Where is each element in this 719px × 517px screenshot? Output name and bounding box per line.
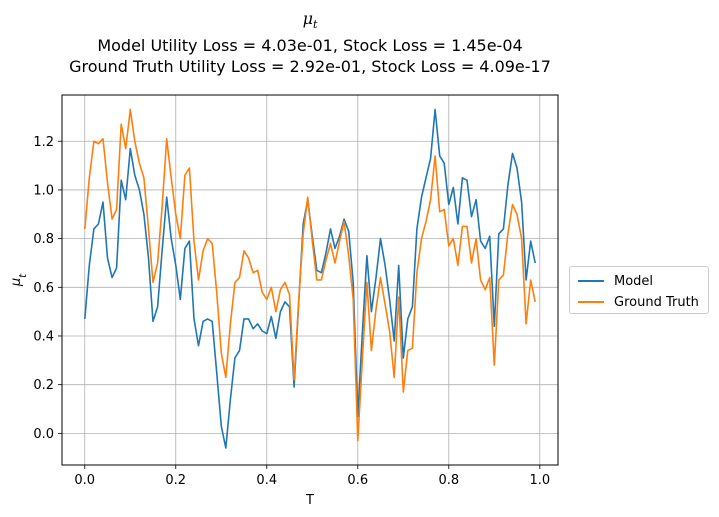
y-axis-label: μt bbox=[9, 273, 29, 287]
x-tick-label: 0.2 bbox=[165, 473, 186, 488]
legend-label-model: Model bbox=[614, 273, 654, 289]
y-tick-label: 1.2 bbox=[33, 135, 54, 150]
grid-lines bbox=[62, 95, 558, 465]
chart-title: μt Model Utility Loss = 4.03e-01, Stock … bbox=[0, 8, 620, 77]
legend-item-ground-truth: Ground Truth bbox=[578, 293, 699, 311]
legend-item-model: Model bbox=[578, 272, 653, 290]
title-ground-truth-loss: Ground Truth Utility Loss = 2.92e-01, St… bbox=[69, 57, 551, 77]
axis-ticks: 0.0 0.2 0.4 0.6 0.8 1.0 0.0 0.2 0.4 0.6 0.8 1.0 1.2 bbox=[33, 135, 550, 488]
y-tick-label: 0.2 bbox=[33, 378, 54, 393]
title-symbol: μt bbox=[302, 9, 318, 32]
legend-swatch-model bbox=[578, 280, 604, 282]
x-axis-label: T bbox=[305, 493, 314, 508]
y-tick-label: 0.6 bbox=[33, 281, 54, 296]
x-tick-label: 0.6 bbox=[347, 473, 368, 488]
y-tick-label: 0.0 bbox=[33, 427, 54, 442]
y-tick-label: 0.8 bbox=[33, 232, 54, 247]
legend: Model Ground Truth bbox=[569, 266, 709, 314]
y-tick-label: 0.4 bbox=[33, 329, 54, 344]
series-lines bbox=[84, 108, 536, 449]
x-tick-label: 1.0 bbox=[529, 473, 550, 488]
x-tick-label: 0.0 bbox=[74, 473, 95, 488]
x-tick-label: 0.4 bbox=[256, 473, 277, 488]
ground-truth-line bbox=[84, 108, 536, 442]
legend-label-ground-truth: Ground Truth bbox=[614, 294, 699, 310]
title-model-loss: Model Utility Loss = 4.03e-01, Stock Los… bbox=[97, 36, 523, 56]
legend-swatch-ground-truth bbox=[578, 301, 604, 303]
y-tick-label: 1.0 bbox=[33, 183, 54, 198]
plot-frame bbox=[61, 94, 559, 466]
x-tick-label: 0.8 bbox=[438, 473, 459, 488]
